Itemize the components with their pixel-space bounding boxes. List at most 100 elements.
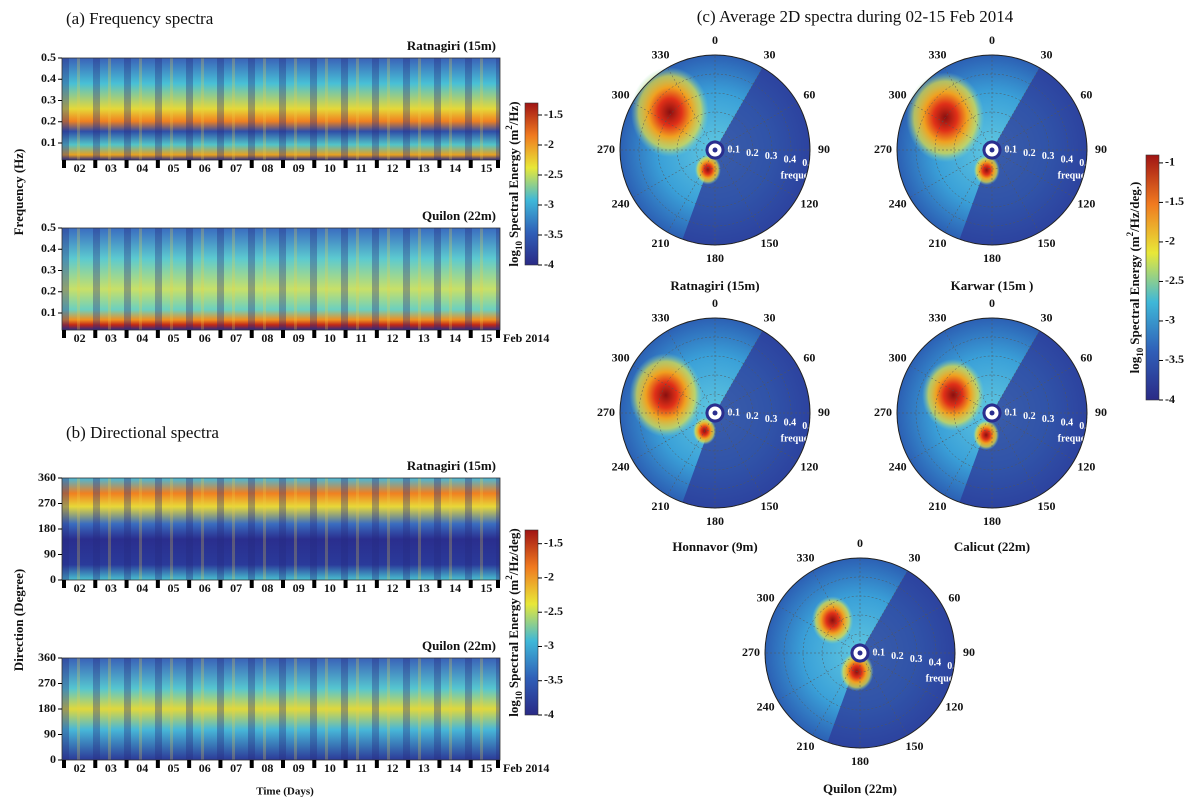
x-tick-label: 10 [324, 331, 336, 345]
y-tick-label: 0.1 [41, 305, 56, 319]
angle-tick-label: 30 [764, 310, 776, 324]
angle-tick-label: 120 [800, 459, 818, 473]
energy-peak [811, 596, 854, 645]
chart-title: Ratnagiri (15m) [670, 278, 759, 293]
center-dot [989, 410, 995, 416]
x-tick [496, 580, 500, 588]
polar-frame [896, 54, 1088, 246]
x-tick [187, 580, 192, 588]
angle-tick-label: 0 [857, 536, 863, 550]
x-tick-label: 10 [324, 581, 336, 595]
x-tick-label: 03 [105, 761, 117, 775]
angle-tick-label: 0 [712, 296, 718, 310]
r-tick-label: 0.3 [1042, 151, 1055, 162]
angle-tick-label: 120 [800, 196, 818, 210]
r-tick-label: 0.1 [1004, 145, 1017, 156]
colorbar-label-part: 2 [504, 125, 514, 130]
y-tick-label: 360 [38, 650, 56, 664]
x-tick-label: 02 [74, 581, 86, 595]
x-tick-label: 13 [418, 161, 430, 175]
x-tick-label: 07 [230, 581, 242, 595]
colorbar-tick-label: -3 [1165, 313, 1175, 327]
x-tick [62, 580, 66, 588]
x-tick [437, 760, 442, 768]
chart-title: Karwar (15m ) [951, 278, 1034, 293]
colorbar-tick-label: -3 [544, 197, 554, 211]
x-tick [93, 330, 98, 338]
angle-tick-label: 120 [1077, 459, 1095, 473]
x-tick-label: 14 [449, 581, 461, 595]
angle-tick-label: 150 [1038, 236, 1056, 250]
angle-tick-label: 150 [906, 739, 924, 753]
x-tick-label: 05 [168, 161, 180, 175]
x-tick [437, 160, 442, 168]
x-tick-label: 07 [230, 761, 242, 775]
x-tick-label: 06 [199, 161, 211, 175]
y-tick-label: 0.4 [41, 71, 56, 85]
x-tick [155, 580, 160, 588]
angle-tick-label: 90 [1095, 405, 1107, 419]
angle-tick-label: 60 [803, 350, 815, 364]
colorbar-tick-label: -1.5 [1165, 194, 1184, 208]
angle-tick-label: 60 [1080, 350, 1092, 364]
x-tick [496, 760, 500, 768]
x-tick [343, 160, 348, 168]
x-tick-label: 11 [356, 581, 367, 595]
x-tick-label: 12 [387, 331, 399, 345]
angle-tick-label: 120 [945, 699, 963, 713]
x-tick [187, 160, 192, 168]
x-tick [62, 160, 66, 168]
x-tick-label: 05 [168, 761, 180, 775]
x-tick-label: 14 [449, 161, 461, 175]
angle-tick-label: 180 [983, 514, 1001, 528]
chart-title: Ratnagiri (15m) [407, 38, 496, 53]
x-tick [374, 580, 379, 588]
angle-tick-label: 270 [742, 645, 760, 659]
energy-peak [973, 155, 1000, 186]
r-tick-label: 0.5 [1079, 421, 1092, 432]
x-unit-label: Feb 2014 [503, 761, 549, 775]
energy-peak [630, 67, 709, 158]
x-tick [468, 330, 473, 338]
colorbar-tick-label: -3 [544, 638, 554, 652]
polar-grid-circle [840, 633, 880, 673]
x-tick-label: 14 [449, 331, 461, 345]
y-tick-label: 180 [38, 701, 56, 715]
chart-title: Ratnagiri (15m) [407, 458, 496, 473]
panel-title: (b) Directional spectra [66, 423, 219, 442]
x-tick [155, 330, 160, 338]
x-tick [312, 330, 317, 338]
x-tick-label: 15 [480, 761, 492, 775]
energy-peak [922, 358, 985, 431]
x-tick-label: 12 [387, 761, 399, 775]
x-tick-label: 09 [293, 581, 305, 595]
angle-tick-label: 60 [1080, 87, 1092, 101]
spectrogram-texture [62, 228, 500, 330]
x-tick [218, 160, 223, 168]
angle-tick-label: 330 [929, 310, 947, 324]
x-tick [496, 160, 500, 168]
y-tick-label: 180 [38, 521, 56, 535]
colorbar-label-part: log [506, 250, 521, 267]
x-tick-label: 06 [199, 581, 211, 595]
polar-shade [682, 67, 811, 245]
angle-tick-label: 30 [1041, 310, 1053, 324]
x-tick-label: 11 [356, 161, 367, 175]
x-tick-label: 05 [168, 331, 180, 345]
r-tick-label: 0.4 [1061, 417, 1074, 428]
colorbar-tick-label: -3.5 [544, 227, 563, 241]
r-tick-label: 0.2 [1023, 148, 1036, 159]
x-tick [218, 330, 223, 338]
y-tick-label: 360 [38, 470, 56, 484]
x-tick [437, 580, 442, 588]
chart-title: Honnavor (9m) [672, 539, 757, 554]
colorbar-tick-label: -4 [544, 257, 554, 271]
y-tick-label: 0.2 [41, 284, 56, 298]
x-tick [406, 580, 411, 588]
angle-tick-label: 300 [889, 87, 907, 101]
angle-tick-label: 90 [818, 142, 830, 156]
colorbar-label-part: /Hz/deg.) [1127, 182, 1142, 233]
colorbar-label-part: Spectral Energy (m [506, 130, 521, 238]
x-tick [468, 160, 473, 168]
angle-tick-label: 270 [874, 142, 892, 156]
